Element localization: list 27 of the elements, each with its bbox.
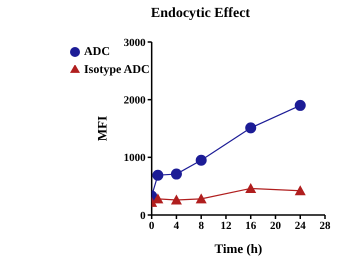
chart-title: Endocytic Effect bbox=[150, 6, 252, 22]
point bbox=[196, 154, 207, 166]
x-tick-label: 8 bbox=[198, 220, 204, 232]
y-tick-label: 3000 bbox=[124, 36, 146, 49]
point bbox=[170, 194, 182, 205]
legend-label: ADC bbox=[84, 44, 110, 58]
x-axis-title: Time (h) bbox=[214, 241, 262, 256]
x-tick-label: 16 bbox=[245, 220, 257, 232]
y-tick-label: 0 bbox=[140, 210, 146, 222]
y-tick-label: 1000 bbox=[124, 152, 146, 164]
x-tick-label: 20 bbox=[270, 220, 282, 232]
legend-label: Isotype ADC bbox=[84, 62, 150, 76]
point bbox=[170, 168, 182, 180]
x-tick-label: 0 bbox=[148, 220, 155, 232]
point bbox=[294, 185, 306, 196]
point bbox=[245, 182, 256, 193]
y-axis-title: MFI bbox=[94, 116, 110, 142]
x-tick-label: 4 bbox=[174, 220, 180, 232]
point bbox=[245, 122, 256, 134]
y-tick-label: 2000 bbox=[124, 94, 146, 107]
x-tick-label: 24 bbox=[294, 220, 306, 232]
point bbox=[196, 193, 207, 204]
point bbox=[152, 193, 164, 204]
point bbox=[152, 170, 164, 181]
x-tick-label: 12 bbox=[220, 220, 232, 232]
point bbox=[294, 100, 306, 111]
x-tick-label: 28 bbox=[320, 220, 331, 232]
